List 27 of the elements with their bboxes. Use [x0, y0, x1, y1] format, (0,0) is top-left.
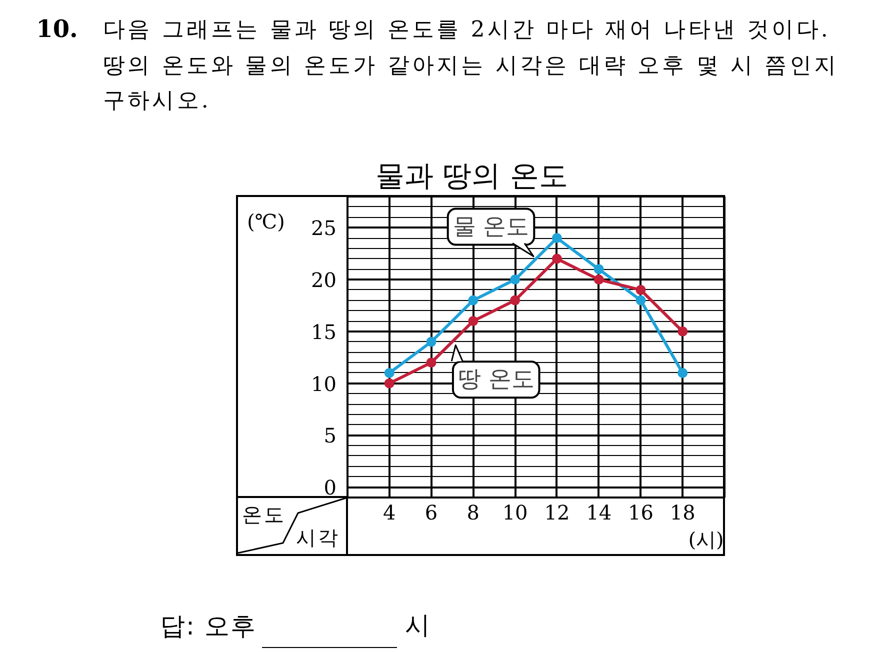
x-axis-title: (시) — [688, 528, 724, 552]
x-tick-label: 4 — [383, 500, 396, 524]
text: 다음 그래프는 물과 땅의 온도를 2시간 마다 재어 나타낸 것이다. — [103, 17, 831, 43]
y-axis-title: (℃) — [247, 210, 285, 234]
y-tick-label: 25 — [311, 216, 337, 240]
x-tick-label: 16 — [628, 500, 654, 524]
text: 땅의 온도와 물의 온도가 같아지는 시각은 대략 오후 몇 시 쯤인지 — [103, 53, 839, 79]
text: 시 — [405, 610, 430, 640]
chart-title: 물과 땅의 온도 — [376, 158, 568, 192]
x-tick-label: 18 — [670, 500, 696, 524]
y-tick-label: 5 — [324, 424, 337, 448]
text: 시각 — [296, 526, 340, 550]
x-tick-label: 10 — [502, 500, 528, 524]
text: 구하시오. — [103, 88, 211, 114]
series-label: 물 온도 — [452, 214, 530, 240]
y-tick-label: 15 — [311, 320, 337, 344]
text: 온도 — [242, 502, 286, 526]
x-tick-label: 8 — [466, 500, 480, 524]
text: 답: 오후 — [160, 612, 256, 642]
y-tick-label: 0 — [324, 476, 337, 500]
series-label: 땅 온도 — [458, 366, 534, 393]
x-tick-label: 14 — [586, 500, 612, 524]
x-tick-label: 6 — [424, 500, 438, 524]
y-tick-label: 20 — [311, 268, 337, 292]
text: 10. — [36, 14, 78, 44]
x-tick-label: 12 — [544, 500, 570, 524]
y-tick-label: 10 — [311, 372, 337, 396]
